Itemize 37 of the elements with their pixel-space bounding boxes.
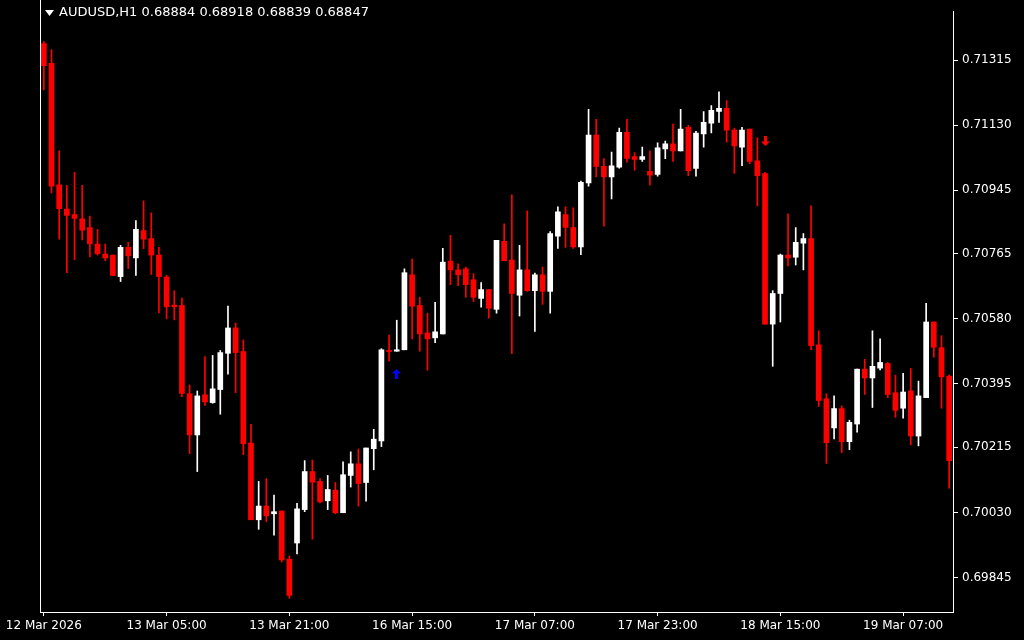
candlestick (601, 158, 607, 227)
y-tick-label: 0.70215 (962, 439, 1012, 454)
candlestick (455, 263, 461, 287)
x-tick-label: 17 Mar 07:00 (494, 618, 575, 633)
candlestick (393, 319, 400, 352)
candlestick (79, 185, 86, 241)
x-tick-label: 16 Mar 15:00 (372, 618, 453, 633)
candlestick (647, 150, 653, 186)
candlestick (716, 91, 722, 123)
x-tick-label: 17 Mar 23:00 (617, 618, 698, 633)
x-tick-label: 13 Mar 05:00 (126, 618, 207, 633)
candlestick (386, 334, 392, 362)
candlestick (202, 356, 208, 406)
candlestick (524, 210, 531, 292)
candlestick (432, 301, 438, 344)
x-tick-label: 18 Mar 15:00 (740, 618, 821, 633)
candlestick (64, 185, 70, 274)
candlestick (861, 358, 868, 395)
candlestick (370, 429, 377, 471)
candlestick (509, 194, 515, 354)
y-tick-label: 0.70030 (962, 504, 1012, 519)
x-tick-label: 12 Mar 2026 (5, 618, 82, 633)
y-tick-label: 0.70945 (962, 182, 1012, 197)
y-tick-label: 0.71315 (962, 52, 1012, 67)
candlestick (271, 494, 277, 536)
x-tick-label: 19 Mar 07:00 (863, 618, 944, 633)
y-tick-label: 0.70765 (962, 245, 1012, 260)
y-tick-label: 0.71130 (962, 117, 1012, 132)
candlestick (670, 123, 676, 162)
y-tick-label: 0.70395 (962, 376, 1012, 391)
y-tick-label: 0.69845 (962, 569, 1012, 584)
candlestick (785, 213, 791, 267)
chart-title: AUDUSD,H1 0.68884 0.68918 0.68839 0.68847 (59, 4, 369, 20)
candlestick (102, 243, 109, 262)
x-tick-label: 13 Mar 21:00 (249, 618, 330, 633)
candlestick (877, 338, 883, 371)
y-tick-label: 0.70580 (962, 310, 1012, 325)
